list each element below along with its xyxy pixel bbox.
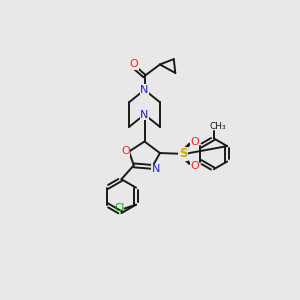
Text: O: O — [190, 137, 199, 147]
Text: O: O — [121, 146, 130, 157]
Text: Cl: Cl — [115, 203, 125, 214]
Text: N: N — [140, 110, 149, 119]
Text: O: O — [190, 161, 199, 171]
Text: N: N — [140, 85, 149, 95]
Text: CH₃: CH₃ — [209, 122, 226, 131]
Text: O: O — [129, 59, 138, 70]
Text: S: S — [179, 147, 187, 160]
Text: N: N — [152, 164, 160, 174]
